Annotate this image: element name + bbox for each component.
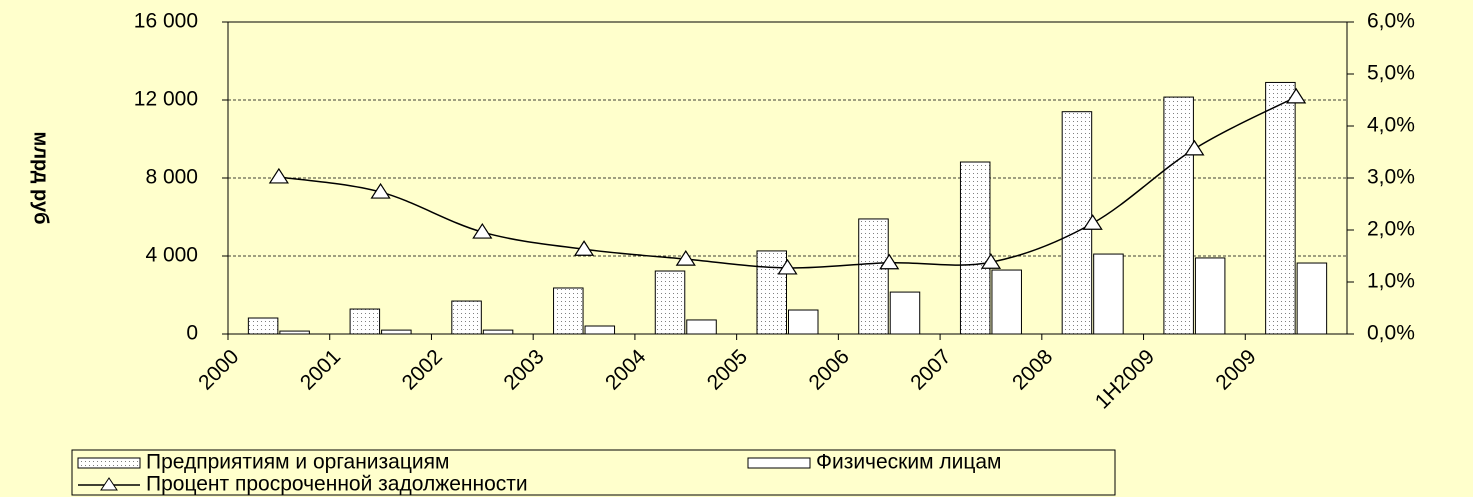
legend-label: Предприятиям и организациям: [146, 451, 449, 474]
marker: [472, 222, 493, 239]
marker: [268, 167, 289, 184]
bar: [381, 329, 412, 335]
y2-tick-label: 5,0%: [1367, 62, 1415, 85]
bar: [584, 325, 616, 335]
x-tick-label: 2005: [703, 345, 752, 394]
y2-tick-label: 2,0%: [1367, 218, 1415, 241]
bar: [858, 218, 889, 335]
bar: [349, 308, 381, 335]
y-tick-label: 4 000: [145, 244, 198, 267]
marker: [675, 250, 696, 266]
x-tick-label: 2003: [499, 345, 548, 394]
bar: [788, 309, 819, 335]
bar: [247, 317, 279, 335]
legend: [71, 449, 1116, 496]
bar: [686, 319, 717, 335]
x-tick-label: 2008: [1008, 345, 1057, 394]
bar: [1194, 257, 1226, 335]
marker: [1286, 87, 1307, 104]
legend-swatch: [747, 457, 811, 469]
marker: [879, 253, 900, 270]
bar: [1265, 81, 1296, 335]
plot-border: [227, 21, 1348, 335]
bar: [1296, 262, 1328, 335]
bar: [889, 291, 921, 335]
legend-swatch: [77, 457, 141, 469]
marker: [777, 258, 798, 275]
y-tick-label: 0: [186, 322, 198, 345]
bar: [1163, 96, 1194, 335]
y-tick-label: 8 000: [145, 166, 198, 189]
bar: [654, 270, 686, 335]
legend-label: Физическим лицам: [816, 451, 1002, 474]
bar: [451, 300, 482, 335]
x-tick-label: 2002: [398, 345, 447, 394]
bar: [1093, 253, 1124, 335]
x-tick-label: 1H2009: [1091, 345, 1159, 413]
bar: [482, 329, 514, 335]
bar: [991, 269, 1022, 335]
y2-tick-label: 3,0%: [1367, 166, 1415, 189]
marker: [370, 182, 391, 199]
y-axis-label: млрд руб: [30, 132, 52, 225]
marker: [980, 253, 1002, 269]
y-tick-label: 12 000: [134, 88, 198, 111]
legend-swatch: [100, 477, 118, 491]
x-tick-label: 2006: [805, 345, 854, 394]
bar: [553, 287, 584, 335]
x-tick-label: 2000: [194, 345, 243, 394]
x-tick-label: 2009: [1211, 345, 1260, 394]
bar: [756, 250, 787, 335]
legend-label: Процент просроченной задолженности: [146, 473, 528, 496]
bar: [279, 330, 310, 335]
y2-tick-label: 4,0%: [1367, 114, 1415, 137]
y2-tick-label: 0,0%: [1367, 322, 1415, 345]
x-tick-label: 2001: [296, 345, 345, 394]
marker: [573, 240, 595, 256]
x-tick-label: 2004: [601, 345, 651, 395]
x-tick-label: 2007: [906, 345, 955, 394]
bar: [959, 161, 991, 335]
y2-tick-label: 1,0%: [1367, 270, 1415, 293]
marker: [1184, 139, 1205, 156]
y2-tick-label: 6,0%: [1367, 10, 1415, 33]
y-tick-label: 16 000: [134, 10, 198, 33]
marker: [1082, 214, 1103, 230]
